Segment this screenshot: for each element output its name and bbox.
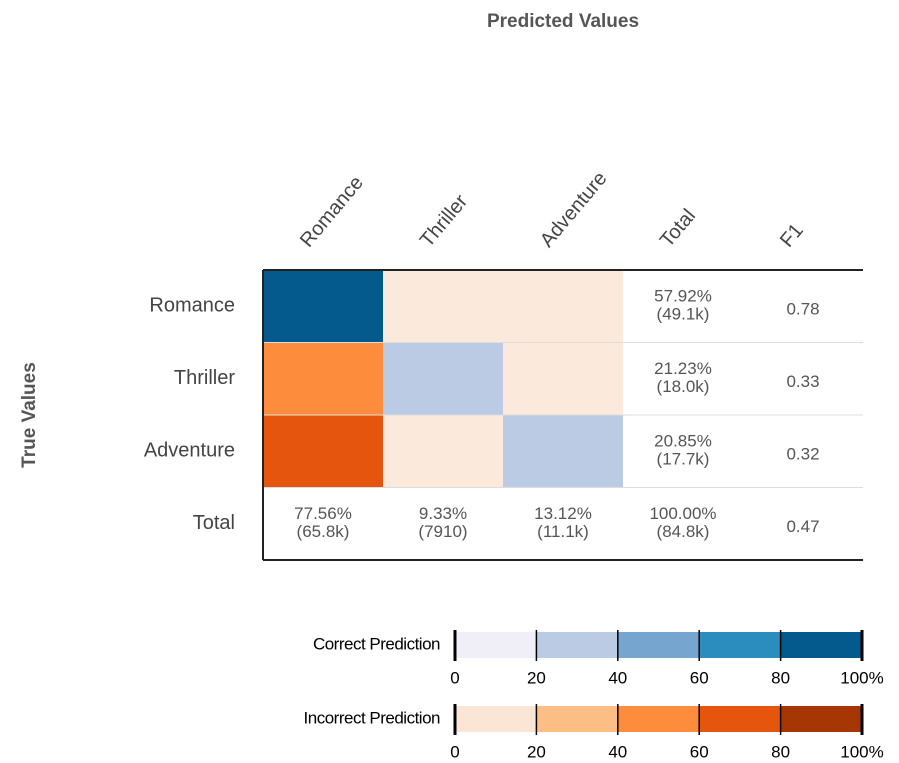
row-total-count: (17.7k) [657,450,710,469]
f1-score: 0.78 [786,300,819,319]
column-header: Total [656,205,700,252]
colorbar-segment [780,632,862,658]
column-total-count: (65.8k) [297,522,350,541]
colorbar-tick-label: 20 [527,742,546,761]
row-total-count: (49.1k) [657,305,710,324]
row-total-count: (18.0k) [657,377,710,396]
f1-score: 0.33 [786,372,819,391]
colorbar-segment [617,706,700,732]
row-header: Total [193,512,235,534]
legend-label: Incorrect Prediction [304,708,440,727]
column-total-percent: 13.12% [534,504,592,523]
matrix-cell [503,342,623,415]
matrix-cell [383,415,503,488]
colorbar-tick-label: 80 [771,742,790,761]
column-header: Adventure [536,168,611,252]
colorbar-segment [617,632,700,658]
colorbar-segment [536,632,618,658]
column-total-percent: 9.33% [419,504,467,523]
column-total-count: (84.8k) [657,522,710,541]
row-header: Romance [149,295,235,317]
column-header: F1 [776,220,808,252]
f1-score: 0.32 [786,445,819,464]
colorbar-segment [455,632,537,658]
column-total-count: (11.1k) [537,522,589,541]
colorbar-segment [699,632,781,658]
colorbar-segment [536,706,618,732]
matrix-cell [503,270,623,343]
colorbar-segment [455,706,537,732]
row-total-percent: 21.23% [654,359,712,378]
column-total-percent: 77.56% [294,504,352,523]
f1-score: 0.47 [786,517,819,536]
y-axis-label: True Values [19,362,40,468]
colorbar-tick-label: 0 [450,668,459,687]
legend-label: Correct Prediction [313,634,440,653]
matrix-cell [263,270,383,343]
row-total-percent: 57.92% [654,287,712,306]
colorbar-tick-label: 60 [690,742,709,761]
colorbar-tick-label: 60 [690,668,709,687]
matrix-cell [263,415,383,488]
colorbar-segment [699,706,781,732]
colorbar-tick-label: 20 [527,668,546,687]
colorbar-tick-label: 40 [608,668,627,687]
chart-title: Predicted Values [487,11,639,32]
column-total-percent: 100.00% [649,504,716,523]
colorbar-tick-label: 100% [840,742,883,761]
colorbar-tick-label: 40 [608,742,627,761]
row-header: Thriller [174,367,235,389]
colorbar-segment [780,706,862,732]
matrix-cell [383,270,503,343]
colorbar-tick-label: 80 [771,668,790,687]
colorbar-tick-label: 100% [840,668,883,687]
matrix-cell [383,342,503,415]
column-header: Romance [296,172,368,252]
column-total-count: (7910) [418,522,467,541]
row-total-percent: 20.85% [654,432,712,451]
matrix-cell [503,415,623,488]
column-header: Thriller [416,190,472,251]
colorbar-tick-label: 0 [450,742,459,761]
matrix-cell [263,342,383,415]
row-header: Adventure [144,440,235,462]
